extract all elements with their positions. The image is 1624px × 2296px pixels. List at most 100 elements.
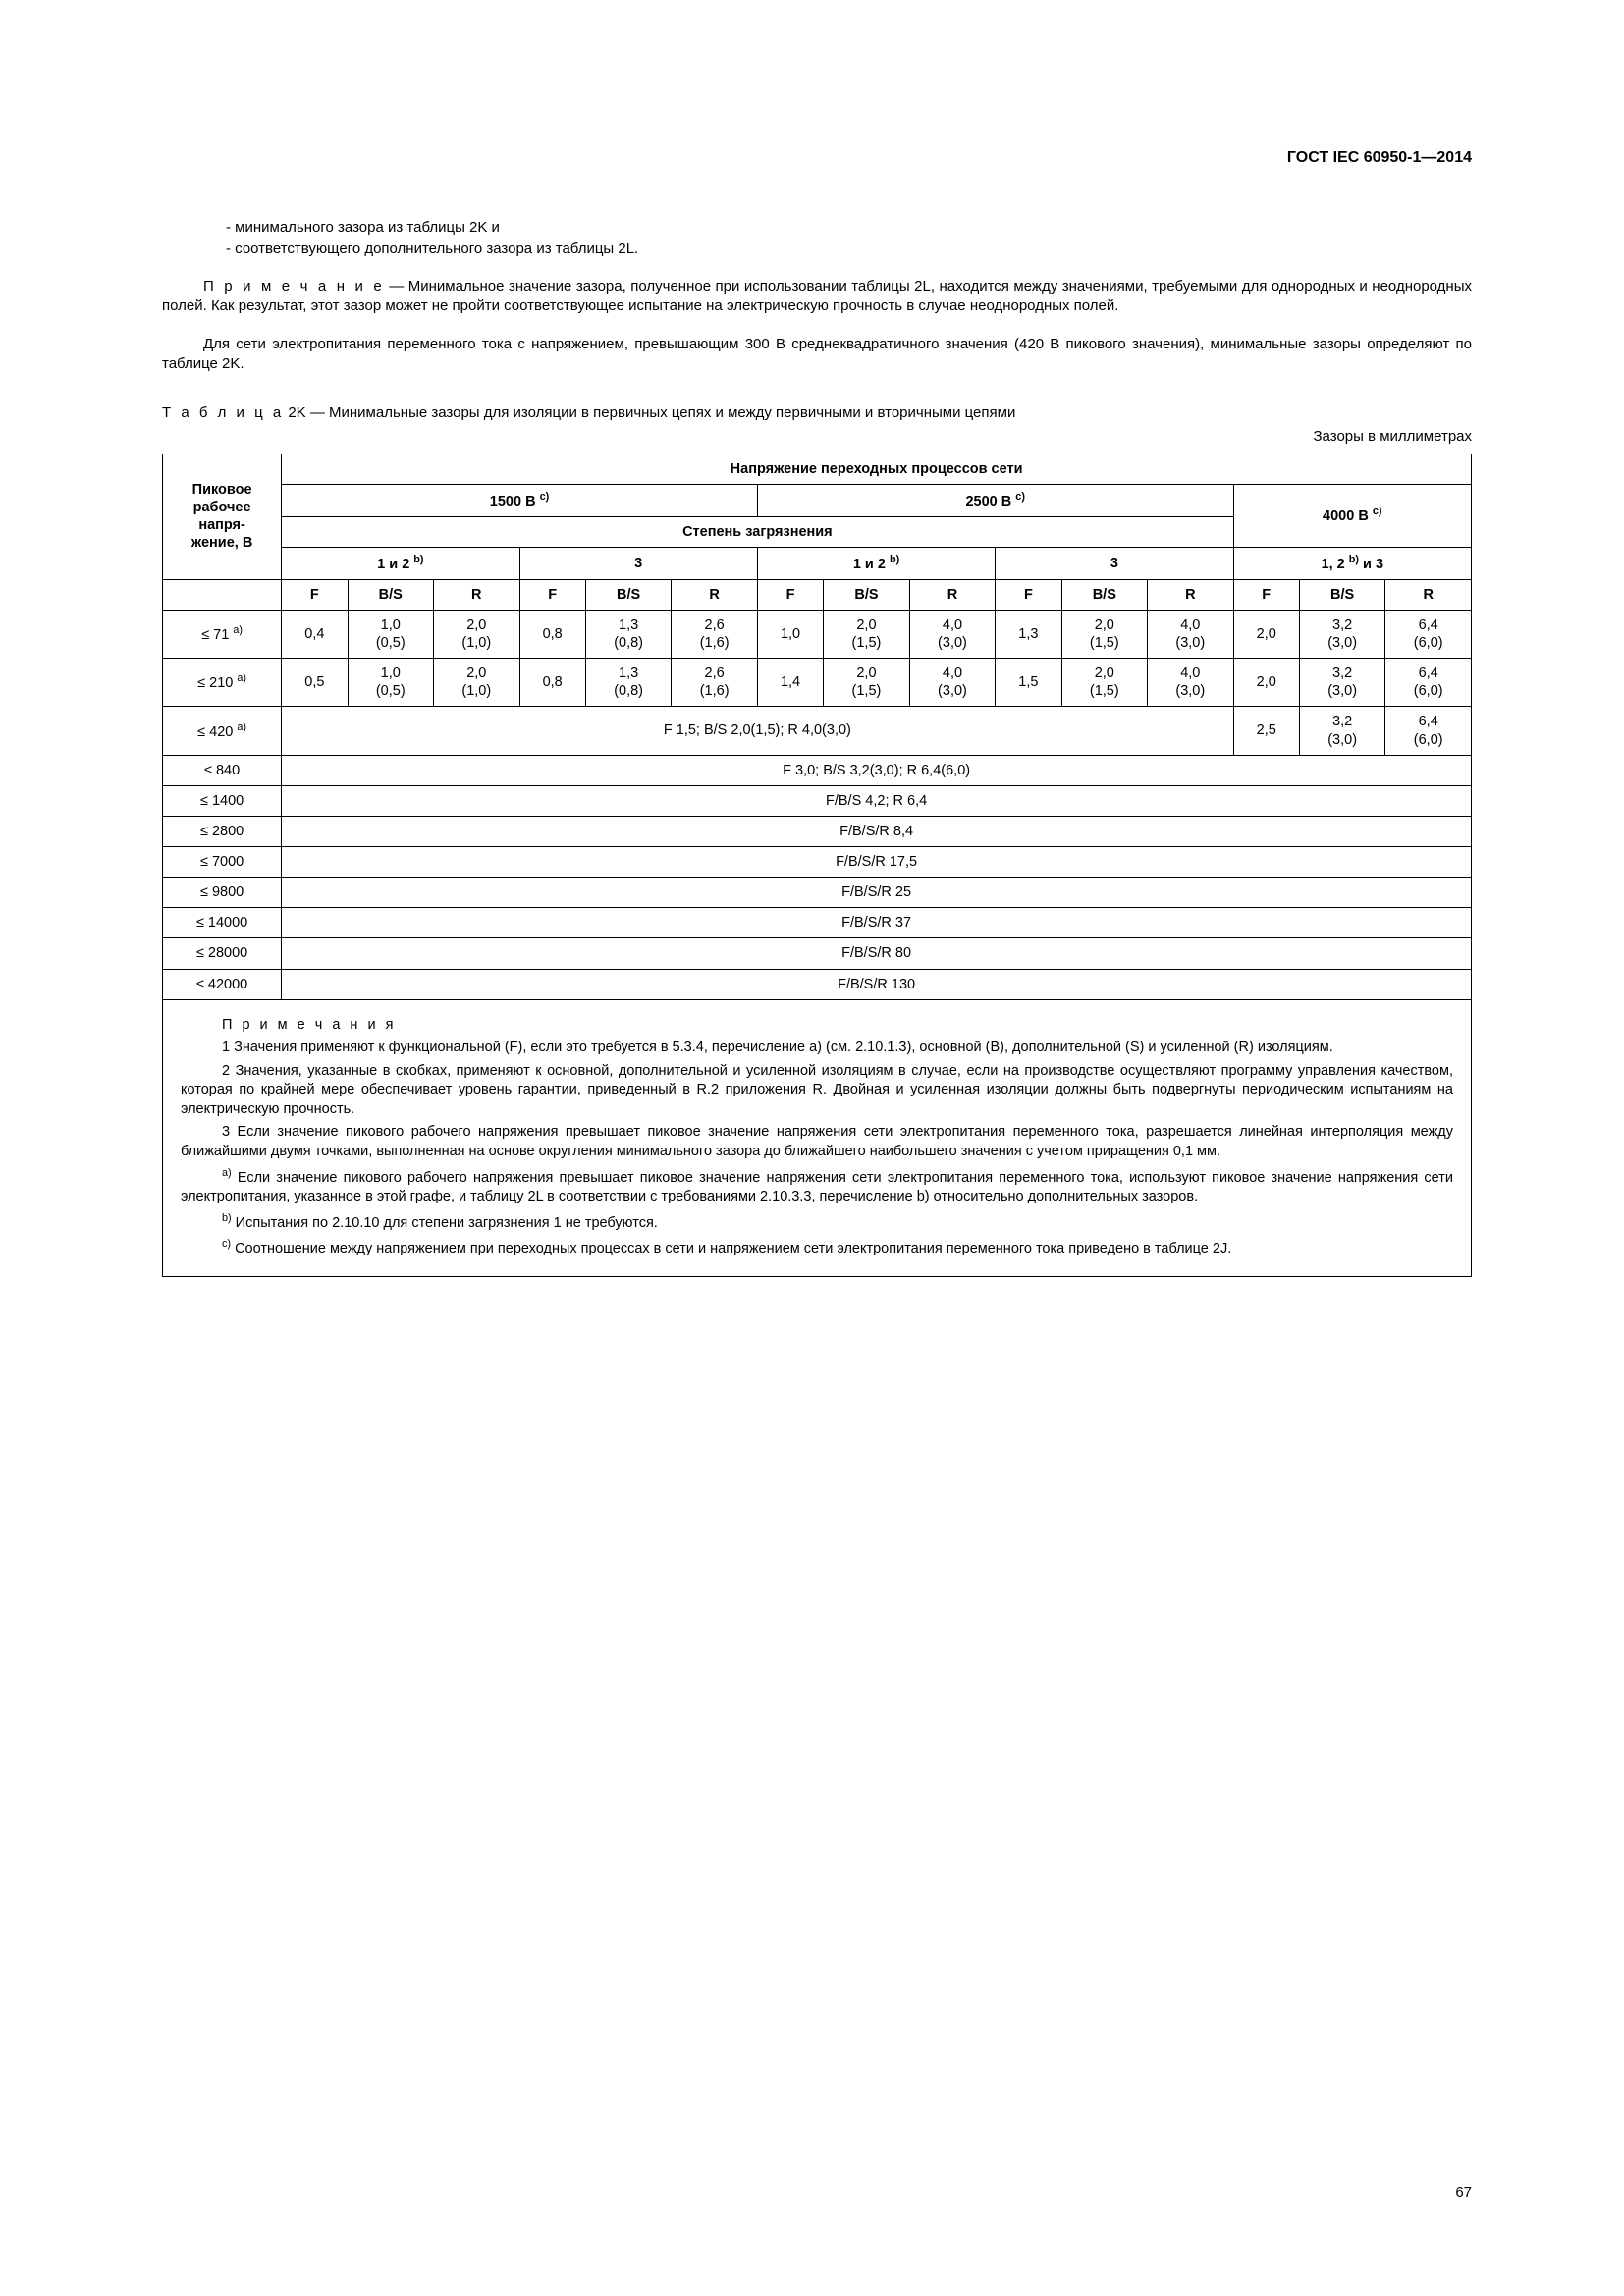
cell: 2,0(1,5) [824,659,910,707]
table-row: ≤ 28000F/B/S/R 80 [163,938,1472,969]
cell: 2,0(1,0) [434,610,520,658]
note-item: a) Если значение пикового рабочего напря… [181,1166,1453,1207]
cell: 2,0(1,5) [824,610,910,658]
col-r: R [672,579,758,610]
body-paragraph: Для сети электропитания переменного тока… [162,335,1472,375]
note-item: 1 Значения применяют к функциональной (F… [181,1039,1453,1058]
row-header: ≤ 210 a) [163,659,282,707]
cell: 1,0(0,5) [348,659,434,707]
row-header: ≤ 1400 [163,785,282,816]
table-row: ≤ 7000F/B/S/R 17,5 [163,847,1472,878]
cell: 0,5 [282,659,348,707]
note-item: b) Испытания по 2.10.10 для степени загр… [181,1211,1453,1233]
merged-cell: F 3,0; B/S 3,2(3,0); R 6,4(6,0) [282,755,1472,785]
table-row: ≤ 1400F/B/S 4,2; R 6,4 [163,785,1472,816]
note-item: 2 Значения, указанные в скобках, применя… [181,1062,1453,1120]
row-header: ≤ 42000 [163,969,282,999]
merged-cell: F/B/S/R 80 [282,938,1472,969]
cell: 2,5 [1233,707,1299,755]
page-number: 67 [1455,2183,1472,2203]
bullet-item: - соответствующего дополнительного зазор… [226,240,1472,259]
row-header-label: Пиковое рабочее напря- жение, В [163,454,282,579]
col-bs: B/S [824,579,910,610]
table-notes: П р и м е ч а н и я 1 Значения применяют… [162,1000,1472,1278]
note-paragraph: П р и м е ч а н и е — Минимальное значен… [162,277,1472,317]
bullet-item: - минимального зазора из таблицы 2K и [226,218,1472,238]
col-f: F [282,579,348,610]
col-r: R [1385,579,1472,610]
cell: 1,5 [996,659,1061,707]
table-body: ≤ 71 a) 0,41,0(0,5)2,0(1,0) 0,81,3(0,8)2… [163,610,1472,999]
cell: 1,3(0,8) [585,659,672,707]
header-v1500: 1500 В c) [282,484,758,516]
cell: 4,0(3,0) [1148,610,1234,658]
table-row: ≤ 71 a) 0,41,0(0,5)2,0(1,0) 0,81,3(0,8)2… [163,610,1472,658]
merged-cell: F/B/S/R 8,4 [282,816,1472,846]
table-row: ≤ 840F 3,0; B/S 3,2(3,0); R 6,4(6,0) [163,755,1472,785]
merged-cell: F/B/S/R 25 [282,878,1472,908]
merged-cell: F/B/S/R 17,5 [282,847,1472,878]
clearance-table: Пиковое рабочее напря- жение, В Напряжен… [162,454,1472,1000]
col-r: R [434,579,520,610]
row-header: ≤ 2800 [163,816,282,846]
table-row: ≤ 42000F/B/S/R 130 [163,969,1472,999]
cell: 2,0 [1233,659,1299,707]
cell: 6,4(6,0) [1385,659,1472,707]
col-bs: B/S [1299,579,1385,610]
table-row: ≤ 210 a) 0,51,0(0,5)2,0(1,0) 0,81,3(0,8)… [163,659,1472,707]
table-row: ≤ 9800F/B/S/R 25 [163,878,1472,908]
header-pollution: Степень загрязнения [282,516,1233,547]
row-header: ≤ 28000 [163,938,282,969]
table-units: Зазоры в миллиметрах [162,427,1472,447]
cell: 0,8 [519,610,585,658]
table-head: Пиковое рабочее напря- жение, В Напряжен… [163,454,1472,610]
note-item: c) Соотношение между напряжением при пер… [181,1237,1453,1258]
cell: 2,0(1,0) [434,659,520,707]
cell: 2,6(1,6) [672,659,758,707]
note-label: П р и м е ч а н и е [203,278,385,294]
merged-cell: F/B/S 4,2; R 6,4 [282,785,1472,816]
cell: 0,8 [519,659,585,707]
cell: 1,4 [757,659,823,707]
col-bs: B/S [585,579,672,610]
document-id: ГОСТ IEC 60950-1—2014 [162,147,1472,169]
row-header: ≤ 14000 [163,908,282,938]
cell: 2,0(1,5) [1061,659,1148,707]
bullet-list: - минимального зазора из таблицы 2K и - … [226,218,1472,260]
cell: 0,4 [282,610,348,658]
cell: 1,3 [996,610,1061,658]
cell: 3,2(3,0) [1299,707,1385,755]
col-r: R [909,579,996,610]
cell: 4,0(3,0) [909,610,996,658]
cell: 2,6(1,6) [672,610,758,658]
col-bs: B/S [348,579,434,610]
header-pollution-3: 3 [519,547,757,579]
cell: 3,2(3,0) [1299,659,1385,707]
notes-title: П р и м е ч а н и я [222,1017,396,1033]
merged-cell: F 1,5; B/S 2,0(1,5); R 4,0(3,0) [282,707,1233,755]
table-row: ≤ 2800F/B/S/R 8,4 [163,816,1472,846]
merged-cell: F/B/S/R 37 [282,908,1472,938]
table-row: ≤ 14000F/B/S/R 37 [163,908,1472,938]
blank-header [163,579,282,610]
table-label: Т а б л и ц а [162,404,284,421]
row-header: ≤ 420 a) [163,707,282,755]
header-pollution-3: 3 [996,547,1233,579]
cell: 1,0 [757,610,823,658]
row-header: ≤ 7000 [163,847,282,878]
col-f: F [1233,579,1299,610]
cell: 3,2(3,0) [1299,610,1385,658]
cell: 6,4(6,0) [1385,610,1472,658]
table-row: ≤ 420 a) F 1,5; B/S 2,0(1,5); R 4,0(3,0)… [163,707,1472,755]
cell: 4,0(3,0) [1148,659,1234,707]
header-pollution-12: 1 и 2 b) [282,547,519,579]
cell: 1,3(0,8) [585,610,672,658]
merged-cell: F/B/S/R 130 [282,969,1472,999]
col-f: F [996,579,1061,610]
note-sep: — [385,278,408,294]
note-item: 3 Если значение пикового рабочего напряж… [181,1123,1453,1161]
col-r: R [1148,579,1234,610]
cell: 2,0(1,5) [1061,610,1148,658]
header-pollution-12: 1 и 2 b) [757,547,995,579]
table-caption: Т а б л и ц а 2K — Минимальные зазоры дл… [162,403,1472,423]
